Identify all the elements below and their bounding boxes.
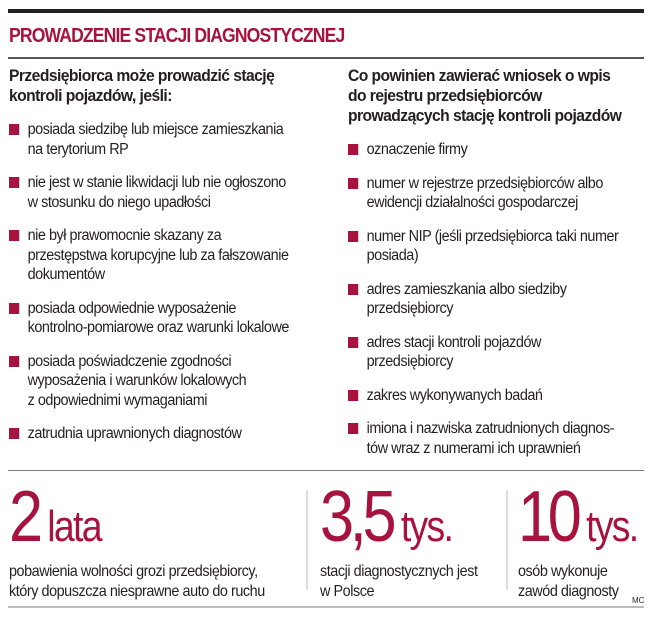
list-item: zatrudnia uprawnionych diagnostów (9, 424, 307, 444)
square-bullet-icon (9, 124, 20, 135)
list-item-text: posiada odpowiednie wyposażenie kontroln… (27, 299, 290, 337)
list-item-text: imiona i nazwiska zatrudnionych diagnos-… (366, 420, 615, 457)
requirements-list: posiada siedzibę lub miejsce zamieszkani… (9, 120, 329, 444)
list-item-text: oznaczenie firmy (366, 141, 468, 158)
list-item-text: nie był prawomocnie skazany za przestęps… (27, 227, 289, 283)
application-list: oznaczenie firmy numer w rejestrze przeds… (348, 140, 648, 458)
list-item: nie był prawomocnie skazany za przestęps… (9, 226, 307, 285)
stat-unit: tys. (400, 502, 454, 551)
square-bullet-icon (348, 144, 359, 155)
stat-unit: lata (47, 502, 102, 551)
list-item-text: posiada siedzibę lub miejsce zamieszkani… (27, 121, 284, 158)
stat-diagnosticians: 10 tys. osób wykonuje zawód diagnosty (518, 481, 652, 602)
list-item: numer w rejestrze przedsiębiorców albo e… (348, 174, 627, 213)
bottom-rule (8, 606, 644, 608)
list-item-text: adres stacji kontroli pojazdów przedsięb… (366, 333, 542, 371)
square-bullet-icon (9, 355, 20, 367)
list-item: zakres wykonywanych badań (348, 386, 627, 406)
square-bullet-icon (348, 177, 359, 189)
list-item-text: posiada poświadczenie zgodności wyposaże… (27, 352, 247, 409)
list-item: posiada poświadczenie zgodności wyposaże… (9, 352, 307, 411)
title-divider (8, 57, 644, 59)
list-item: posiada siedzibę lub miejsce zamieszkani… (9, 120, 307, 159)
list-item: adres stacji kontroli pojazdów przedsięb… (348, 333, 627, 372)
stats-divider (8, 470, 644, 471)
square-bullet-icon (348, 423, 359, 434)
list-item-text: numer w rejestrze przedsiębiorców albo e… (366, 174, 604, 212)
list-item-text: adres zamieszkania albo siedziby przedsi… (366, 280, 567, 318)
stat-value: 10 (518, 477, 582, 557)
requirements-heading: Przedsiębiorca może prowadzić stację kon… (9, 66, 275, 105)
top-rule (8, 9, 644, 13)
square-bullet-icon (348, 389, 359, 401)
stat-unit: tys. (586, 502, 639, 551)
square-bullet-icon (348, 283, 359, 295)
page-title: PROWADZENIE STACJI DIAGNOSTYCZNEJ (9, 25, 345, 47)
list-item-text: zatrudnia uprawnionych diagnostów (27, 425, 242, 442)
stat-description: stacji diagnostycznych jest w Polsce (320, 563, 478, 600)
list-item: oznaczenie firmy (348, 140, 627, 160)
stat-stations: 3,5 tys. stacji diagnostycznych jest w Po… (320, 481, 652, 602)
list-item: nie jest w stanie likwidacji lub nie ogł… (9, 173, 307, 212)
square-bullet-icon (348, 336, 359, 348)
list-item-text: numer NIP (jeśli przedsiębiorca taki num… (366, 227, 619, 265)
application-column: Co powinien zawierać wniosek o wpis do r… (348, 66, 648, 472)
list-item: imiona i nazwiska zatrudnionych diagnos-… (348, 419, 627, 458)
square-bullet-icon (9, 230, 20, 241)
requirements-column: Przedsiębiorca może prowadzić stację kon… (9, 66, 329, 458)
square-bullet-icon (9, 428, 20, 439)
author-credit: MC (632, 596, 645, 605)
stat-separator (506, 490, 508, 590)
list-item: adres zamieszkania albo siedziby przedsi… (348, 280, 627, 319)
list-item-text: nie jest w stanie likwidacji lub nie ogł… (27, 174, 287, 211)
stat-years: 2 lata pobawienia wolności grozi przedsię… (9, 481, 409, 602)
stat-value: 2 (9, 477, 43, 557)
list-item: posiada odpowiednie wyposażenie kontroln… (9, 299, 307, 338)
square-bullet-icon (9, 302, 20, 314)
stat-separator (306, 490, 308, 590)
stat-description: osób wykonuje zawód diagnosty (518, 563, 619, 600)
stat-value: 3,5 (320, 477, 397, 557)
application-heading: Co powinien zawierać wniosek o wpis do r… (348, 66, 622, 125)
stat-description: pobawienia wolności grozi przedsiębiorcy… (9, 563, 265, 600)
list-item-text: zakres wykonywanych badań (366, 386, 543, 404)
square-bullet-icon (348, 230, 359, 242)
list-item: numer NIP (jeśli przedsiębiorca taki num… (348, 227, 627, 266)
square-bullet-icon (9, 177, 20, 188)
